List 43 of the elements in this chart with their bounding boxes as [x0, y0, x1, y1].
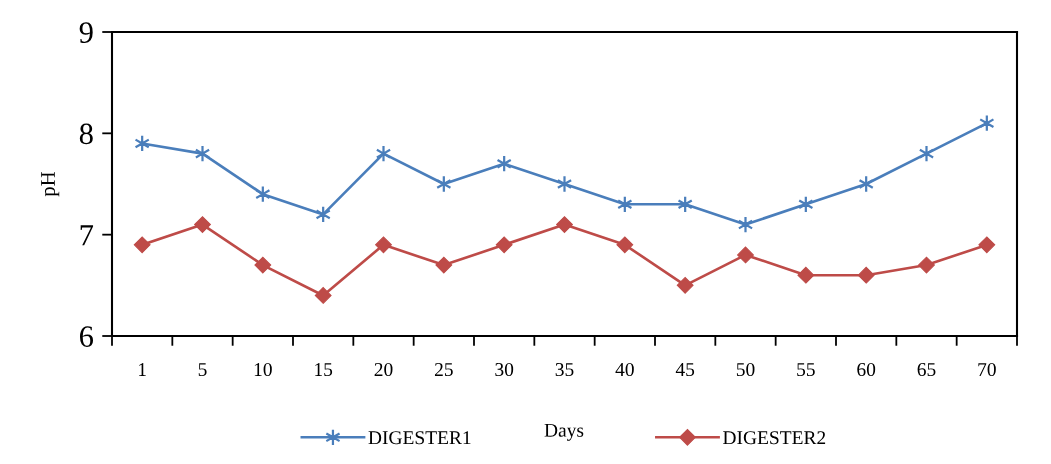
point	[737, 215, 754, 234]
y-tick-label: 6	[79, 326, 94, 347]
point	[495, 236, 513, 254]
point	[194, 144, 211, 163]
point	[797, 266, 815, 284]
x-axis-title: Days	[544, 423, 584, 441]
point	[254, 256, 272, 274]
point	[556, 175, 573, 193]
x-tick-label: 40	[615, 362, 634, 377]
x-tick-label: 70	[978, 362, 996, 377]
x-tick-label: 20	[374, 362, 393, 377]
legend-label: DIGESTER2	[723, 431, 826, 445]
x-tick-label: 35	[555, 363, 574, 377]
x-tick-label: 25	[434, 363, 453, 377]
x-tick-label: 60	[857, 362, 876, 377]
x-tick-label: 5	[198, 363, 207, 377]
point	[375, 144, 392, 163]
point	[375, 236, 392, 254]
x-tick-label: 30	[495, 362, 514, 377]
point	[616, 236, 634, 254]
point	[918, 256, 935, 274]
x-tick-label: 1	[139, 363, 146, 376]
point	[857, 266, 875, 284]
point	[435, 256, 453, 274]
x-tick-label: 50	[736, 362, 755, 377]
point	[194, 216, 211, 233]
x-tick-label: 65	[917, 363, 936, 377]
point	[676, 276, 694, 294]
x-tick-label: 45	[675, 363, 695, 377]
point	[918, 144, 935, 163]
x-tick-label: 55	[797, 363, 815, 377]
legend-label: DIGESTER1	[368, 431, 471, 445]
point	[556, 216, 573, 233]
point	[314, 287, 332, 304]
x-tick-label: 10	[254, 362, 272, 377]
y-tick-label: 8	[79, 123, 93, 145]
point	[737, 246, 754, 264]
y-tick-label: 7	[80, 225, 94, 246]
point	[133, 236, 151, 254]
y-tick-label: 9	[79, 22, 93, 43]
x-tick-label: 15	[315, 363, 333, 377]
point	[978, 236, 996, 254]
y-axis-title: pH	[41, 171, 60, 197]
